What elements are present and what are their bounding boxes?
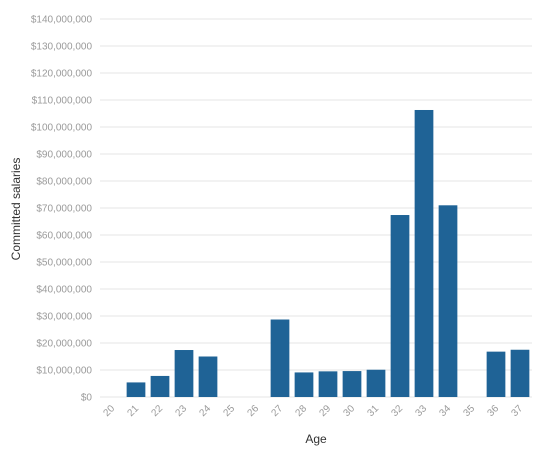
bar-age-24	[198, 356, 218, 397]
x-tick-label: 36	[485, 403, 501, 419]
bar-age-36	[486, 351, 506, 397]
bar-age-22	[150, 375, 170, 397]
y-tick-label: $30,000,000	[36, 312, 92, 323]
x-tick-label: 33	[413, 403, 429, 419]
x-tick-label: 29	[317, 403, 333, 419]
y-tick-label: $140,000,000	[31, 15, 93, 26]
bar-age-31	[366, 369, 386, 397]
y-tick-label: $120,000,000	[31, 69, 93, 80]
bars	[126, 109, 530, 398]
y-tick-label: $20,000,000	[36, 339, 92, 350]
bar-age-34	[438, 205, 458, 397]
y-axis-title: Committed salaries	[9, 158, 23, 261]
y-tick-label: $110,000,000	[32, 96, 93, 107]
bar-age-23	[174, 350, 194, 397]
x-tick-label: 28	[293, 403, 309, 419]
bar-age-32	[390, 215, 410, 397]
bar-age-33	[414, 109, 434, 398]
y-axis-ticks: $0 $10,000,000 $20,000,000 $30,000,000 $40,0…	[31, 15, 93, 404]
x-tick-label: 26	[245, 403, 261, 419]
x-tick-label: 35	[461, 403, 477, 419]
bar-age-27	[270, 319, 290, 397]
x-tick-label: 27	[269, 403, 285, 419]
y-tick-label: $40,000,000	[36, 285, 92, 296]
bar-age-28	[294, 372, 314, 397]
x-tick-label: 20	[101, 403, 117, 419]
y-tick-label: $70,000,000	[36, 204, 92, 215]
x-axis-ticks: 20 21 22 23 24 25 26 27 28 29 30 31 32 33 34 35 36 37	[101, 403, 525, 419]
x-tick-label: 31	[365, 403, 381, 419]
x-tick-label: 22	[149, 403, 165, 419]
bar-age-37	[510, 349, 530, 397]
y-tick-label: $90,000,000	[36, 150, 92, 161]
y-tick-label: $60,000,000	[36, 231, 92, 242]
y-tick-label: $50,000,000	[36, 258, 92, 269]
x-tick-label: 21	[125, 403, 141, 419]
x-tick-label: 25	[221, 403, 237, 419]
bar-age-21	[126, 382, 146, 397]
x-tick-label: 24	[197, 403, 213, 419]
x-tick-label: 30	[341, 403, 357, 419]
x-tick-label: 34	[437, 403, 453, 419]
x-tick-label: 37	[509, 403, 525, 419]
bar-age-30	[342, 371, 362, 397]
y-tick-label: $0	[81, 393, 93, 404]
y-tick-label: $80,000,000	[36, 177, 92, 188]
x-axis-title: Age	[305, 432, 327, 446]
y-tick-label: $130,000,000	[31, 42, 93, 53]
x-tick-label: 32	[389, 403, 405, 419]
y-tick-label: $10,000,000	[36, 366, 92, 377]
bar-age-29	[318, 371, 338, 397]
gridlines	[100, 18, 532, 398]
y-tick-label: $100,000,000	[31, 123, 93, 134]
x-tick-label: 23	[173, 403, 189, 419]
